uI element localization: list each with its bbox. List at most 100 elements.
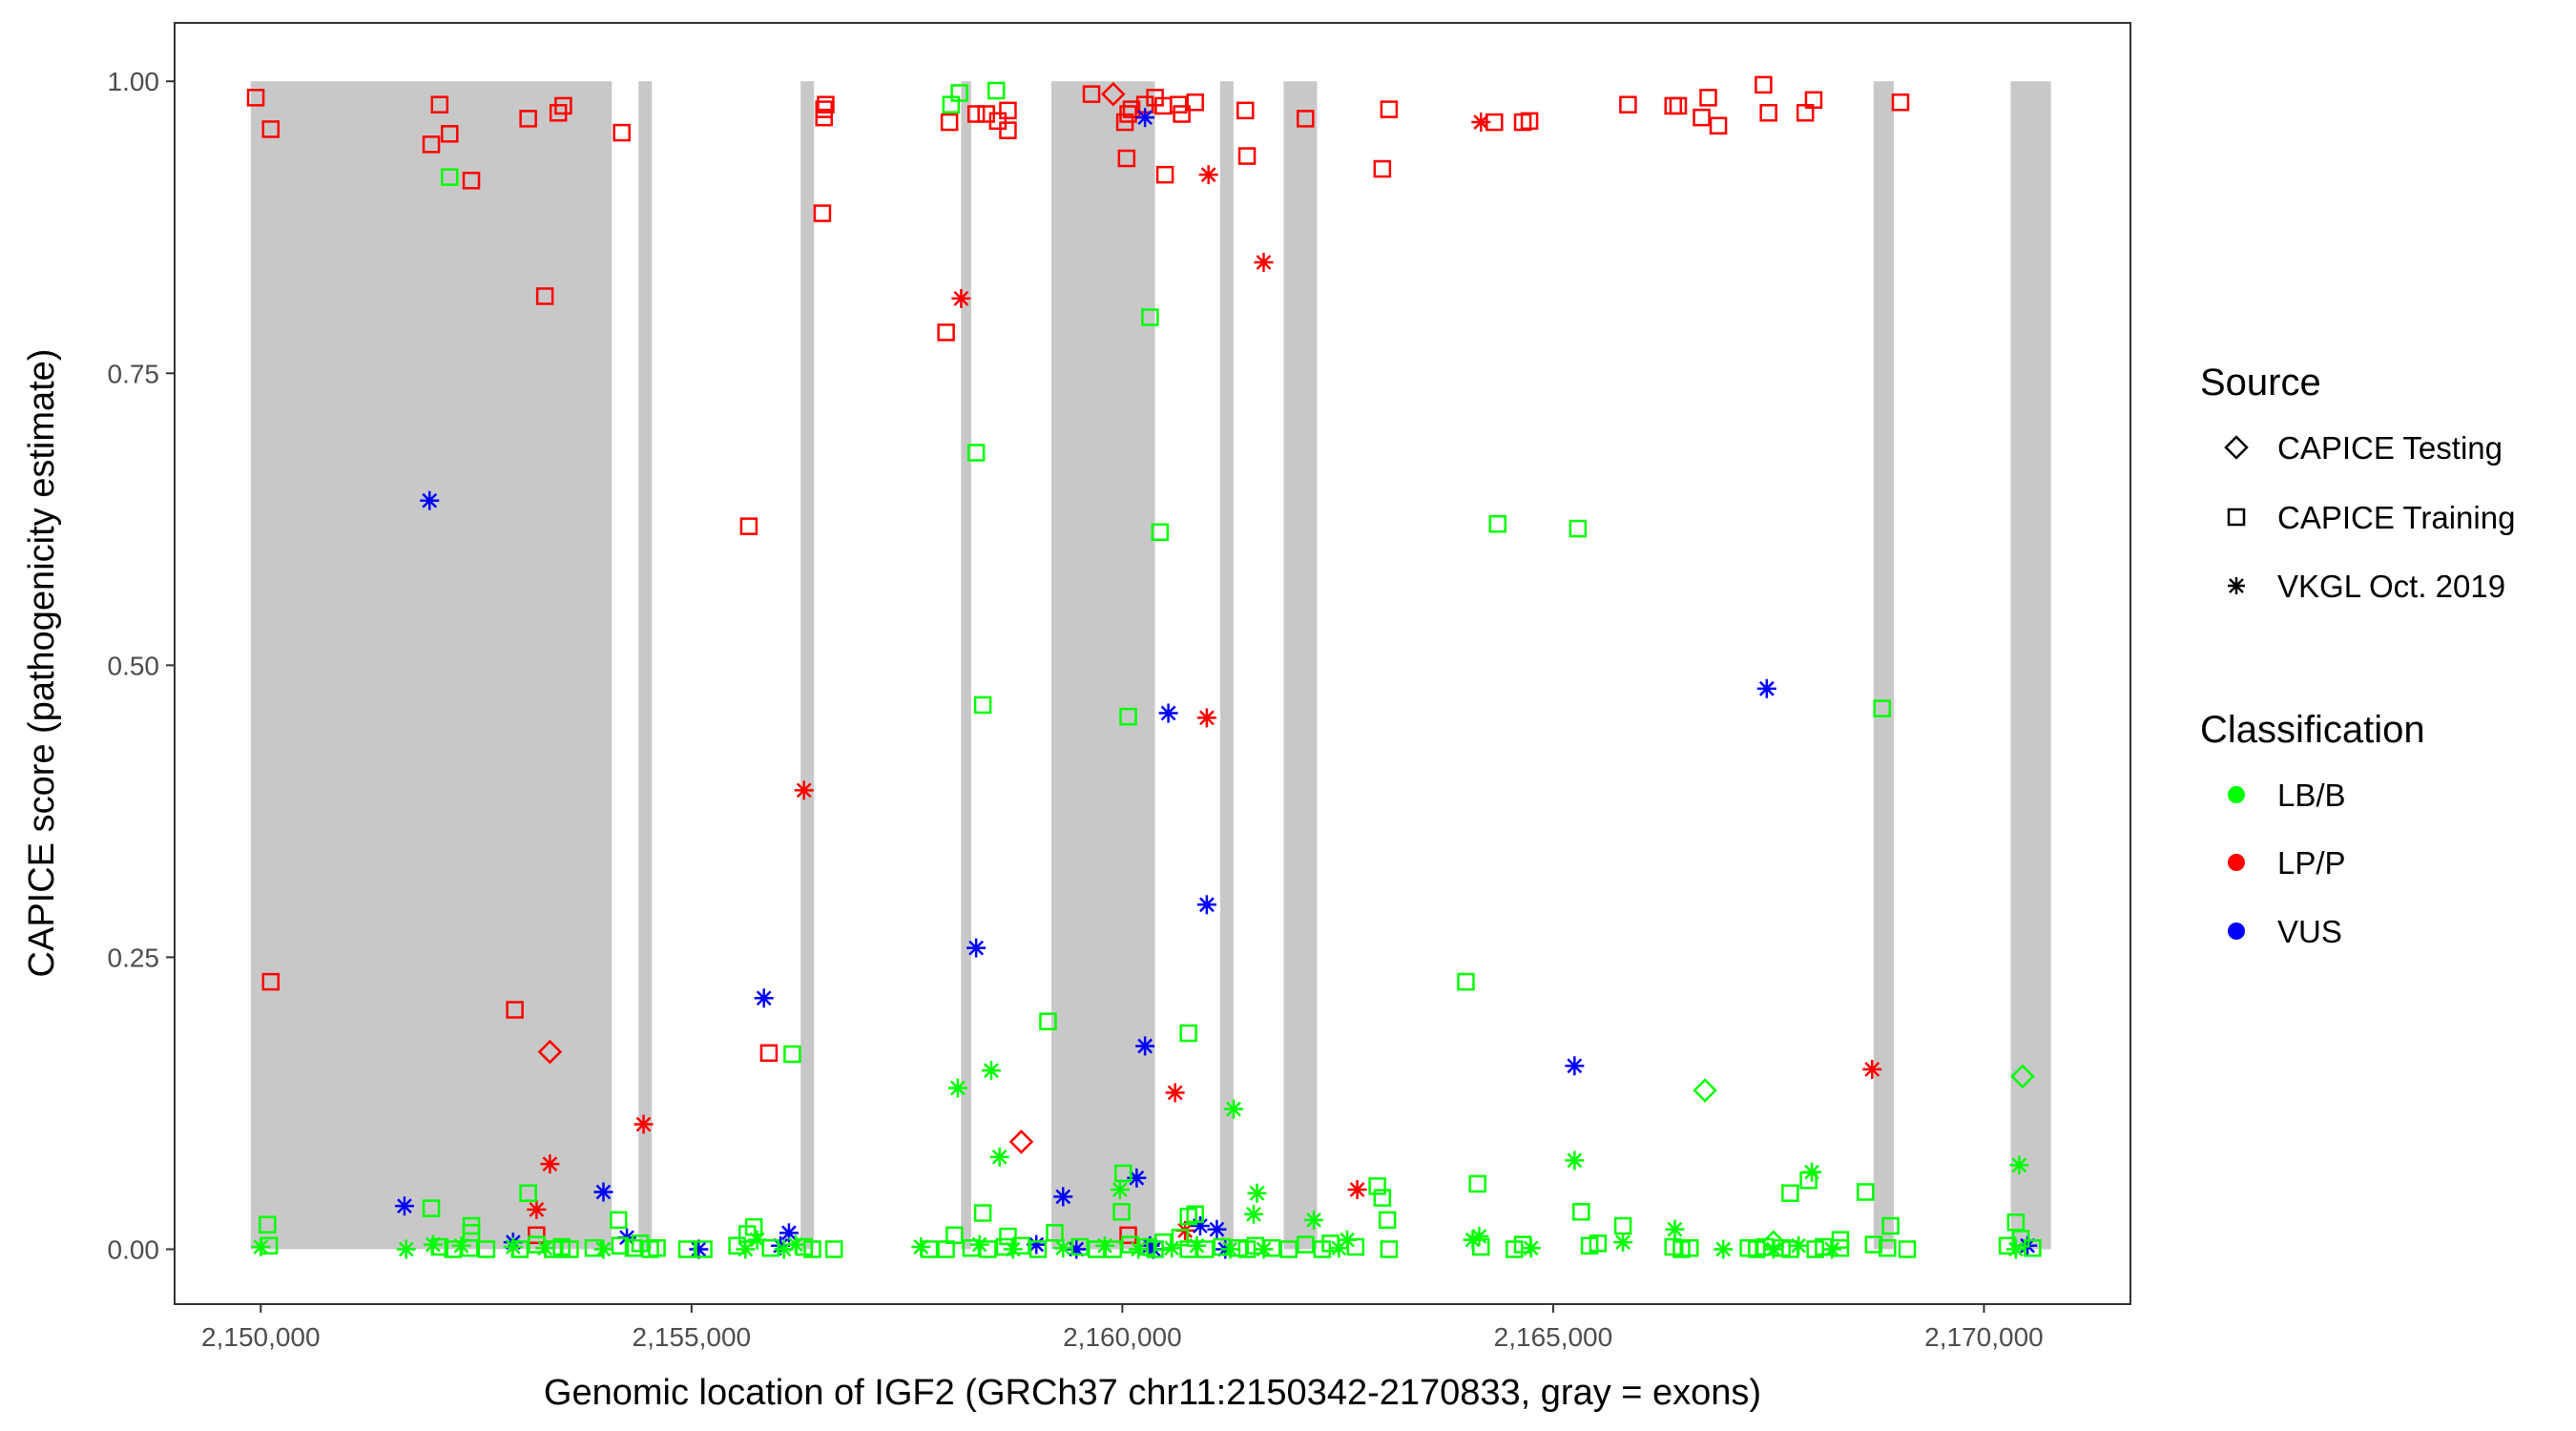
point-asterisk-vus xyxy=(593,1182,613,1202)
point-square-lp-p xyxy=(940,113,959,132)
point-square-lb-b xyxy=(1864,1235,1883,1254)
diamond-icon xyxy=(2224,435,2249,460)
point-square-lb-b xyxy=(1012,1236,1030,1255)
point-square-lb-b xyxy=(1380,1240,1399,1258)
point-square-lb-b xyxy=(1881,1216,1900,1235)
point-square-lp-p xyxy=(1236,101,1255,120)
point-square-lp-p xyxy=(999,101,1017,120)
point-square-lp-p xyxy=(1520,112,1539,131)
point-asterisk-vus xyxy=(1053,1187,1073,1207)
point-diamond-lp-p xyxy=(1101,81,1126,107)
plot-panel-border xyxy=(174,22,2131,1305)
point-square-lb-b xyxy=(1898,1240,1917,1258)
point-square-lb-b xyxy=(430,1237,449,1256)
point-asterisk-lb-b xyxy=(396,1239,416,1259)
point-square-lb-b xyxy=(1457,972,1475,991)
point-square-lb-b xyxy=(1112,1203,1131,1221)
legend-item-capice-testing: CAPICE Testing xyxy=(2224,430,2503,466)
exon-band xyxy=(2010,81,2051,1250)
legend-label: CAPICE Testing xyxy=(2277,430,2503,466)
point-square-lp-p xyxy=(1380,100,1399,118)
point-square-lb-b xyxy=(259,1215,277,1234)
legend-label: LB/B xyxy=(2277,778,2346,813)
exon-band xyxy=(638,81,653,1250)
point-square-lb-b xyxy=(1781,1184,1799,1202)
point-square-lb-b xyxy=(631,1234,650,1253)
exon-bands xyxy=(250,81,2051,1250)
point-square-lp-p xyxy=(1619,95,1637,114)
point-asterisk-lb-b xyxy=(1565,1151,1585,1171)
point-asterisk-lp-p xyxy=(634,1114,654,1134)
point-asterisk-lp-p xyxy=(527,1199,547,1219)
red-dot-icon xyxy=(2228,854,2245,871)
legend-classification-title: Classification xyxy=(2200,709,2425,751)
point-square-lp-p xyxy=(554,96,572,115)
green-dot-icon xyxy=(2228,786,2245,803)
point-asterisk-lb-b xyxy=(1244,1204,1264,1224)
point-asterisk-vus xyxy=(754,988,774,1008)
x-tick-label: 2,155,000 xyxy=(633,1322,752,1352)
point-square-lp-p xyxy=(999,121,1017,139)
point-square-lb-b xyxy=(1378,1211,1397,1230)
point-square-lp-p xyxy=(1709,116,1728,135)
point-square-lb-b xyxy=(1297,1235,1315,1254)
point-square-lp-p xyxy=(1669,96,1688,115)
point-square-lp-p xyxy=(1755,75,1773,94)
point-square-lb-b xyxy=(611,1236,630,1255)
point-asterisk-lb-b xyxy=(981,1061,1001,1081)
point-asterisk-lb-b xyxy=(1304,1210,1324,1230)
square-icon xyxy=(2227,508,2246,527)
point-square-lb-b xyxy=(1141,308,1159,326)
point-diamond-lb-b xyxy=(1693,1078,1717,1103)
point-square-lp-p xyxy=(519,110,537,128)
point-square-lb-b xyxy=(973,1204,992,1222)
point-diamond-lp-p xyxy=(537,1039,563,1065)
point-asterisk-vus xyxy=(1135,108,1155,128)
point-asterisk-lb-b xyxy=(1110,1180,1130,1200)
point-square-lb-b xyxy=(461,1238,479,1257)
point-square-lb-b xyxy=(695,1240,713,1258)
point-asterisk-lp-p xyxy=(1862,1059,1882,1079)
point-asterisk-lb-b xyxy=(593,1239,613,1259)
point-square-lp-p xyxy=(261,120,280,138)
legend-label: VKGL Oct. 2019 xyxy=(2277,569,2505,604)
point-square-lb-b xyxy=(979,1240,997,1258)
point-square-lb-b xyxy=(677,1240,696,1258)
point-asterisk-lb-b xyxy=(1162,1238,1182,1258)
point-square-lp-p xyxy=(1173,105,1191,123)
point-square-lb-b xyxy=(1572,1203,1590,1221)
point-square-lp-p xyxy=(613,123,631,142)
point-asterisk-lp-p xyxy=(1347,1180,1367,1200)
point-asterisk-lp-p xyxy=(794,780,814,800)
point-square-lp-p xyxy=(739,517,758,535)
point-asterisk-vus xyxy=(966,938,987,958)
exon-band xyxy=(800,81,815,1250)
y-axis-title: CAPICE score (pathogenicity estimate) xyxy=(22,349,62,978)
point-square-lb-b xyxy=(744,1217,763,1236)
point-square-lp-p xyxy=(759,1044,779,1063)
point-square-lb-b xyxy=(1114,1164,1132,1183)
point-square-lp-p xyxy=(1804,91,1823,110)
point-square-lb-b xyxy=(1857,1183,1875,1201)
x-tick-label: 2,165,000 xyxy=(1494,1322,1613,1352)
exon-band xyxy=(1050,81,1155,1250)
legend-item-lp-p: LP/P xyxy=(2228,845,2346,881)
point-asterisk-vus xyxy=(1207,1219,1227,1239)
point-square-lb-b xyxy=(648,1238,666,1257)
point-square-lb-b xyxy=(1186,1205,1204,1223)
point-square-lb-b xyxy=(1468,1174,1486,1193)
point-asterisk-lb-b xyxy=(947,1078,967,1098)
point-square-lb-b xyxy=(1119,707,1137,726)
legend-item-vkgl: VKGL Oct. 2019 xyxy=(2228,569,2505,604)
point-asterisk-lp-p xyxy=(1196,708,1216,728)
point-square-lb-b xyxy=(1879,1238,1897,1257)
point-square-lb-b xyxy=(1028,1240,1048,1258)
y-tick-label: 1.00 xyxy=(108,67,160,96)
x-tick-label: 2,170,000 xyxy=(1924,1322,2044,1352)
point-square-lp-p xyxy=(1117,149,1136,168)
point-square-lp-p xyxy=(1693,108,1711,127)
point-square-lb-b xyxy=(519,1184,537,1202)
point-square-lp-p xyxy=(1297,110,1315,128)
point-asterisk-lb-b xyxy=(1802,1162,1822,1182)
blue-dot-icon xyxy=(2228,923,2245,940)
